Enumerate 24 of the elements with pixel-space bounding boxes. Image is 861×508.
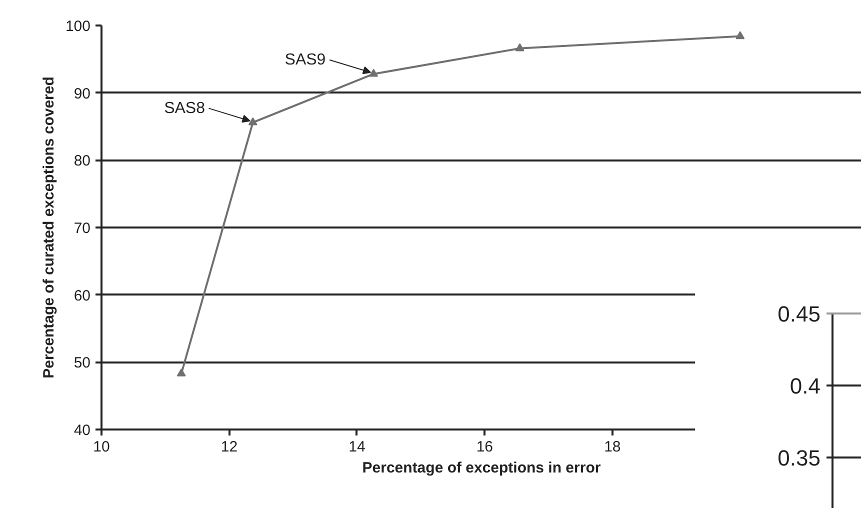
x-tick-label: 12: [220, 438, 238, 456]
annotation: SAS9: [284, 51, 326, 68]
point: [176, 368, 186, 376]
annotation: 0.4: [790, 374, 821, 398]
annotation: 0.45: [778, 302, 821, 326]
y-tick-label: 40: [74, 422, 91, 439]
point: [736, 31, 745, 40]
y-tick-label: 60: [74, 287, 91, 304]
text: 0.35: [778, 446, 821, 470]
x-tick-label: 10: [93, 438, 110, 456]
point: [515, 43, 524, 52]
y-tick-label: 50: [74, 354, 91, 372]
y-tick-label: 90: [74, 85, 91, 102]
y-tick-label: 100: [65, 18, 91, 35]
x-tick-label: 18: [604, 438, 621, 456]
x-tick-label: 14: [348, 438, 366, 456]
y-axis-title: Percentage of curated exceptions covered: [40, 76, 58, 378]
x-axis-title: Percentage of exceptions in error: [362, 460, 601, 476]
annotation: SAS8: [164, 100, 206, 117]
point: [248, 117, 258, 126]
y-tick-label: 80: [74, 152, 91, 170]
point: [369, 68, 378, 77]
y-tick-label: 70: [74, 220, 91, 237]
x-tick-label: 16: [476, 438, 494, 456]
